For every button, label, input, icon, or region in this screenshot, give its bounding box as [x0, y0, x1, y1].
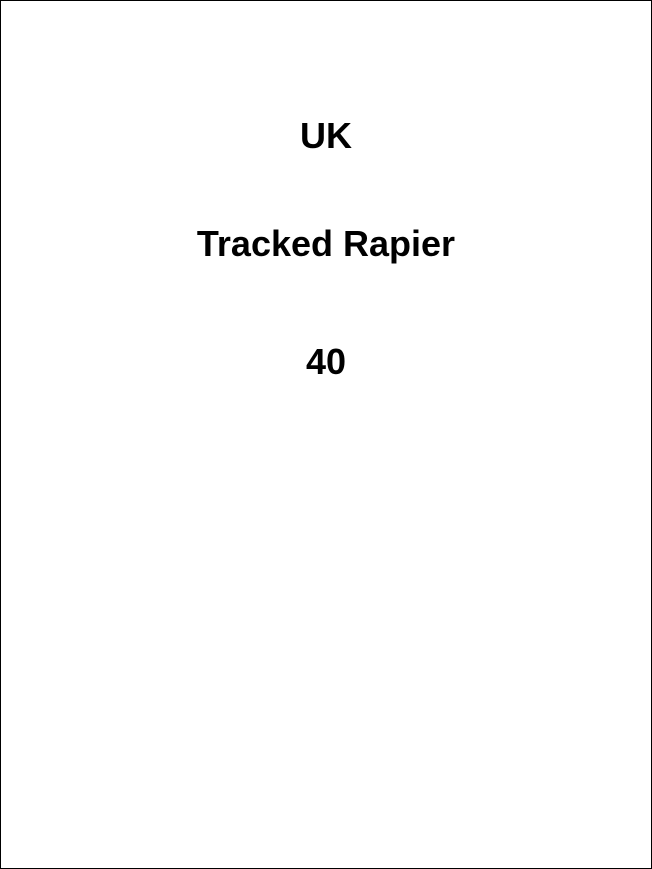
- country-label: UK: [300, 115, 352, 156]
- unit-value: 40: [305, 341, 347, 382]
- unit-name: Tracked Rapier: [196, 223, 456, 264]
